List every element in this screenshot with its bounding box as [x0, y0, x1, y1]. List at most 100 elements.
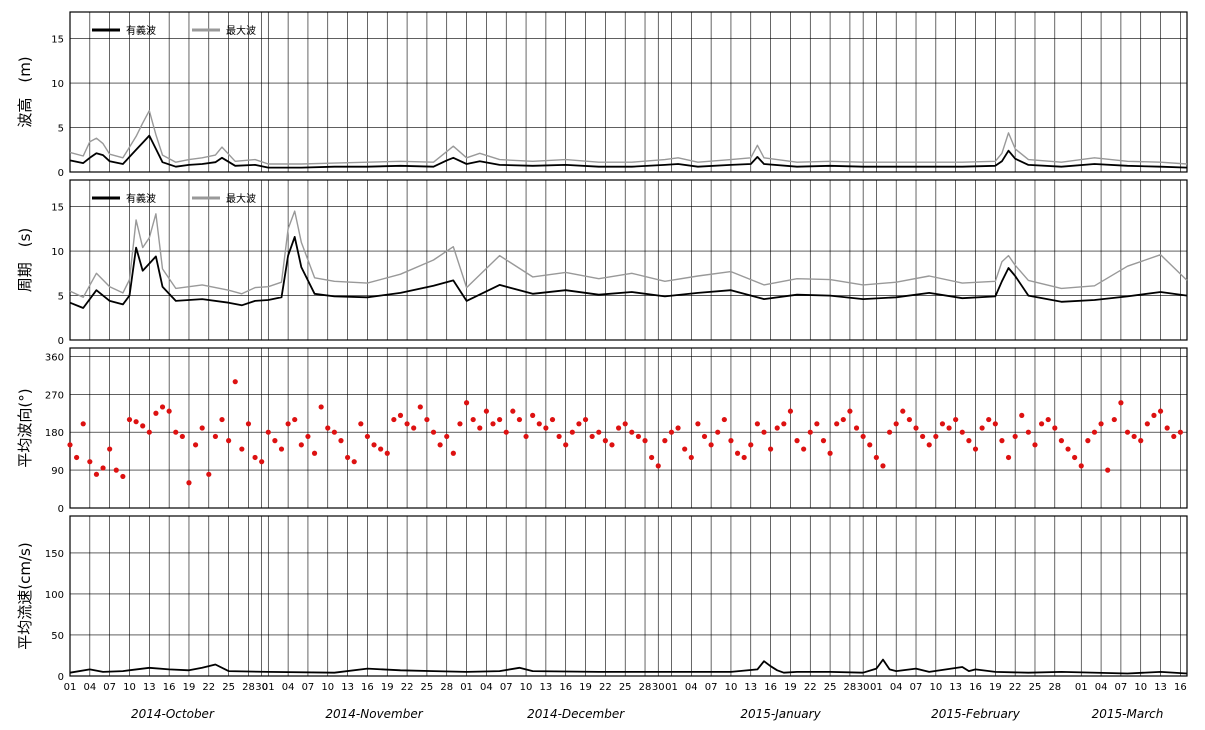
x-tick-label: 07 [705, 682, 718, 693]
scatter-point [972, 446, 979, 452]
x-tick-label: 30 [857, 682, 870, 693]
scatter-point [1072, 454, 1078, 461]
scatter-point [1052, 425, 1058, 431]
series-line-wave-height-0 [69, 134, 1188, 169]
scatter-point [642, 438, 648, 444]
scatter-point [1019, 412, 1025, 418]
scatter-point [265, 429, 271, 435]
y-tick-label: 180 [45, 428, 64, 439]
scatter-point [1098, 421, 1104, 427]
scatter-point [219, 416, 225, 423]
scatter-point [834, 421, 840, 427]
scatter-point [417, 404, 423, 410]
scatter-point [589, 433, 595, 440]
y-tick-label: 360 [45, 352, 64, 363]
scatter-point [463, 400, 470, 406]
scatter-point [1151, 412, 1157, 418]
month-label: 2014-December [527, 707, 625, 721]
x-tick-label: 19 [381, 682, 394, 693]
y-axis-label: 平均流速(cm/s) [16, 542, 34, 649]
series-line-wave-period-1 [69, 210, 1188, 298]
scatter-point [774, 425, 780, 431]
month-label: 2015-January [740, 707, 821, 721]
scatter-point [404, 421, 410, 427]
scatter-point [344, 454, 351, 461]
scatter-point [913, 425, 919, 431]
scatter-point [840, 416, 846, 423]
scatter-point [457, 421, 463, 427]
scatter-point [192, 442, 199, 448]
scatter-point [1085, 438, 1091, 444]
scatter-point [860, 433, 866, 440]
scatter-point [688, 454, 694, 461]
scatter-point [662, 438, 668, 444]
scatter-point [80, 421, 86, 427]
scatter-point [437, 442, 443, 448]
scatter-point [768, 446, 774, 452]
x-tick-label: 25 [619, 682, 632, 693]
scatter-point [391, 416, 397, 423]
scatter-point [721, 416, 727, 423]
x-tick-label: 13 [949, 682, 962, 693]
x-tick-label: 04 [890, 682, 903, 693]
scatter-point [232, 379, 238, 385]
scatter-point [477, 425, 483, 431]
scatter-point [74, 454, 80, 461]
scatter-point [979, 425, 985, 431]
scatter-point [483, 408, 489, 414]
panel-frame-mean-current-speed [69, 515, 1188, 677]
scatter-point [285, 421, 291, 427]
scatter-point [635, 433, 642, 440]
x-tick-label: 01 [870, 682, 883, 693]
y-tick-label: 0 [58, 168, 64, 179]
y-tick-label: 5 [58, 292, 64, 303]
x-tick-label: 13 [540, 682, 553, 693]
panel-frame-mean-wave-direction [69, 347, 1188, 509]
scatter-point [140, 423, 146, 429]
scatter-point [120, 473, 126, 480]
scatter-point [146, 429, 152, 435]
x-tick-label: 16 [764, 682, 777, 693]
scatter-point [378, 446, 384, 452]
scatter-point [153, 410, 159, 416]
x-tick-label: 30 [652, 682, 665, 693]
scatter-point [959, 429, 965, 435]
scatter-point [530, 412, 536, 418]
x-tick-label: 25 [1029, 682, 1042, 693]
x-tick-label: 28 [844, 682, 857, 693]
y-tick-label: 15 [51, 35, 64, 46]
scatter-point [384, 450, 390, 456]
month-label: 2015-February [931, 707, 1021, 721]
scatter-point [259, 459, 265, 465]
x-tick-label: 28 [242, 682, 255, 693]
scatter-point [298, 442, 304, 448]
scatter-point [87, 459, 93, 465]
x-tick-label: 07 [910, 682, 923, 693]
scatter-point [100, 465, 106, 471]
x-tick-label: 01 [665, 682, 678, 693]
series-line-wave-period-0 [69, 235, 1188, 309]
x-tick-label: 25 [421, 682, 434, 693]
scatter-point [226, 438, 232, 444]
scatter-point [245, 421, 252, 427]
scatter-point [292, 416, 298, 423]
scatter-point [411, 425, 417, 431]
scatter-point [516, 416, 523, 423]
scatter-point [893, 421, 899, 427]
scatter-point [695, 421, 701, 427]
x-tick-label: 30 [255, 682, 268, 693]
scatter-point [133, 419, 139, 425]
y-tick-label: 0 [58, 672, 64, 683]
scatter-point [510, 408, 516, 414]
scatter-point [576, 421, 582, 427]
x-tick-label: 22 [1009, 682, 1022, 693]
scatter-point [853, 425, 860, 431]
y-tick-label: 90 [51, 466, 64, 477]
scatter-point [199, 425, 205, 431]
scatter-point [629, 429, 635, 435]
scatter-point [470, 416, 476, 423]
scatter-point [939, 421, 946, 427]
scatter-point [212, 433, 219, 440]
scatter-point [311, 450, 318, 456]
